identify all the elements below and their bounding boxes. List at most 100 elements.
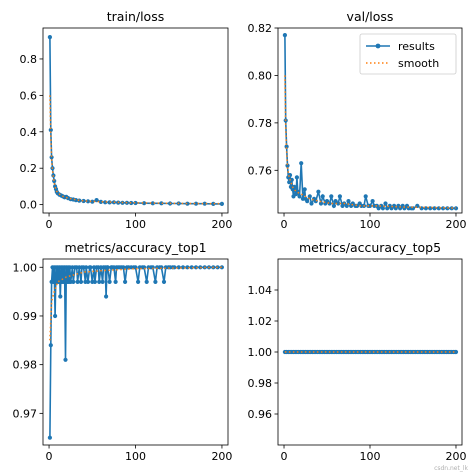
series-smooth xyxy=(49,95,222,205)
y-tick-label: 0.96 xyxy=(248,408,273,421)
smooth-line xyxy=(49,95,222,205)
y-tick-label: 0.2 xyxy=(20,162,38,175)
data-point xyxy=(336,201,341,206)
x-tick-label: 0 xyxy=(46,450,53,463)
axes-frame xyxy=(42,258,229,446)
data-point xyxy=(92,279,97,284)
data-point xyxy=(316,189,321,194)
data-point xyxy=(94,198,99,203)
data-point xyxy=(380,206,385,211)
data-point xyxy=(453,206,459,211)
data-point xyxy=(302,187,307,192)
data-point xyxy=(153,279,158,284)
data-point xyxy=(219,201,224,206)
watermark: csdn.net_lk xyxy=(434,465,468,472)
data-point xyxy=(318,201,324,206)
data-point xyxy=(329,194,334,199)
y-tick-label: 0.99 xyxy=(13,310,38,323)
data-point xyxy=(309,201,314,206)
series-smooth xyxy=(49,266,222,341)
y-tick-label: 1.04 xyxy=(248,284,273,297)
data-point xyxy=(113,279,118,284)
data-point xyxy=(337,194,342,199)
data-point xyxy=(63,357,68,362)
data-point xyxy=(305,199,310,204)
series-results xyxy=(47,35,224,206)
data-point xyxy=(85,279,91,284)
data-point xyxy=(123,279,128,284)
data-point xyxy=(58,294,63,299)
data-point xyxy=(282,33,287,38)
subplot-title: metrics/accuracy_top5 xyxy=(299,240,441,255)
data-point xyxy=(100,279,105,284)
data-point xyxy=(367,203,373,208)
data-point xyxy=(71,279,76,284)
data-point xyxy=(121,265,126,270)
data-point xyxy=(289,177,294,182)
data-point xyxy=(202,201,207,206)
data-point xyxy=(211,201,216,206)
data-point xyxy=(185,201,190,206)
y-tick-label: 0.82 xyxy=(248,22,273,35)
smooth-line xyxy=(284,75,457,209)
data-point xyxy=(285,163,290,168)
x-tick-label: 0 xyxy=(281,450,288,463)
series-results xyxy=(282,33,459,211)
subplot-title: train/loss xyxy=(107,9,164,24)
data-point xyxy=(53,313,58,319)
legend-marker xyxy=(375,43,381,49)
y-tick-label: 0.98 xyxy=(248,377,273,390)
x-tick-label: 100 xyxy=(125,450,146,463)
data-point xyxy=(320,194,325,199)
y-tick-label: 0.80 xyxy=(248,69,273,82)
data-point xyxy=(47,35,53,40)
data-point xyxy=(75,279,80,284)
data-point xyxy=(346,199,351,204)
y-tick-label: 0.4 xyxy=(20,126,38,139)
data-point xyxy=(97,279,102,284)
data-point xyxy=(428,206,433,211)
x-tick-label: 100 xyxy=(125,218,146,231)
y-tick-label: 1.00 xyxy=(248,346,273,359)
data-point xyxy=(297,194,302,199)
data-point xyxy=(383,201,388,206)
x-tick-label: 200 xyxy=(445,218,466,231)
data-point xyxy=(107,279,112,284)
data-point xyxy=(299,161,304,166)
data-point xyxy=(61,279,66,284)
y-tick-label: 0.0 xyxy=(20,199,38,212)
data-point xyxy=(363,194,368,199)
data-point xyxy=(47,435,53,440)
data-point xyxy=(180,265,186,270)
data-point xyxy=(294,175,299,180)
data-point xyxy=(78,279,84,284)
legend: results smooth xyxy=(359,33,457,75)
data-point xyxy=(193,201,199,206)
series-results xyxy=(47,265,224,440)
data-point xyxy=(150,201,155,206)
results-line xyxy=(49,266,222,438)
series-results xyxy=(282,349,459,355)
series-smooth xyxy=(284,75,457,209)
data-point xyxy=(307,194,312,199)
data-point xyxy=(88,265,93,270)
x-tick-label: 200 xyxy=(211,218,232,231)
subplot-4: metrics/accuracy_top5 0 100 200 0.96 0.98 1.00… xyxy=(248,240,467,463)
data-point xyxy=(453,349,459,355)
data-point xyxy=(85,199,91,204)
data-point xyxy=(159,201,164,206)
x-tick-label: 0 xyxy=(46,218,53,231)
data-point xyxy=(142,201,147,206)
data-point xyxy=(161,279,167,284)
legend-label: results xyxy=(398,40,435,53)
x-tick-label: 200 xyxy=(445,450,466,463)
subplot-3: metrics/accuracy_top1 0 100 200 0.97 0.98 0.99… xyxy=(13,240,233,463)
subplot-1: train/loss 0 100 200 0.0 0.2 0.4 0.6 0.8 xyxy=(20,9,233,231)
y-tick-label: 1.00 xyxy=(13,261,38,274)
data-point xyxy=(84,265,89,270)
legend-label: smooth xyxy=(398,57,439,70)
subplot-2: val/loss 0 100 200 0.76 0.78 0.80 0.82 results sm… xyxy=(248,9,467,231)
y-tick-label: 1.02 xyxy=(248,315,273,328)
x-tick-label: 100 xyxy=(360,218,381,231)
